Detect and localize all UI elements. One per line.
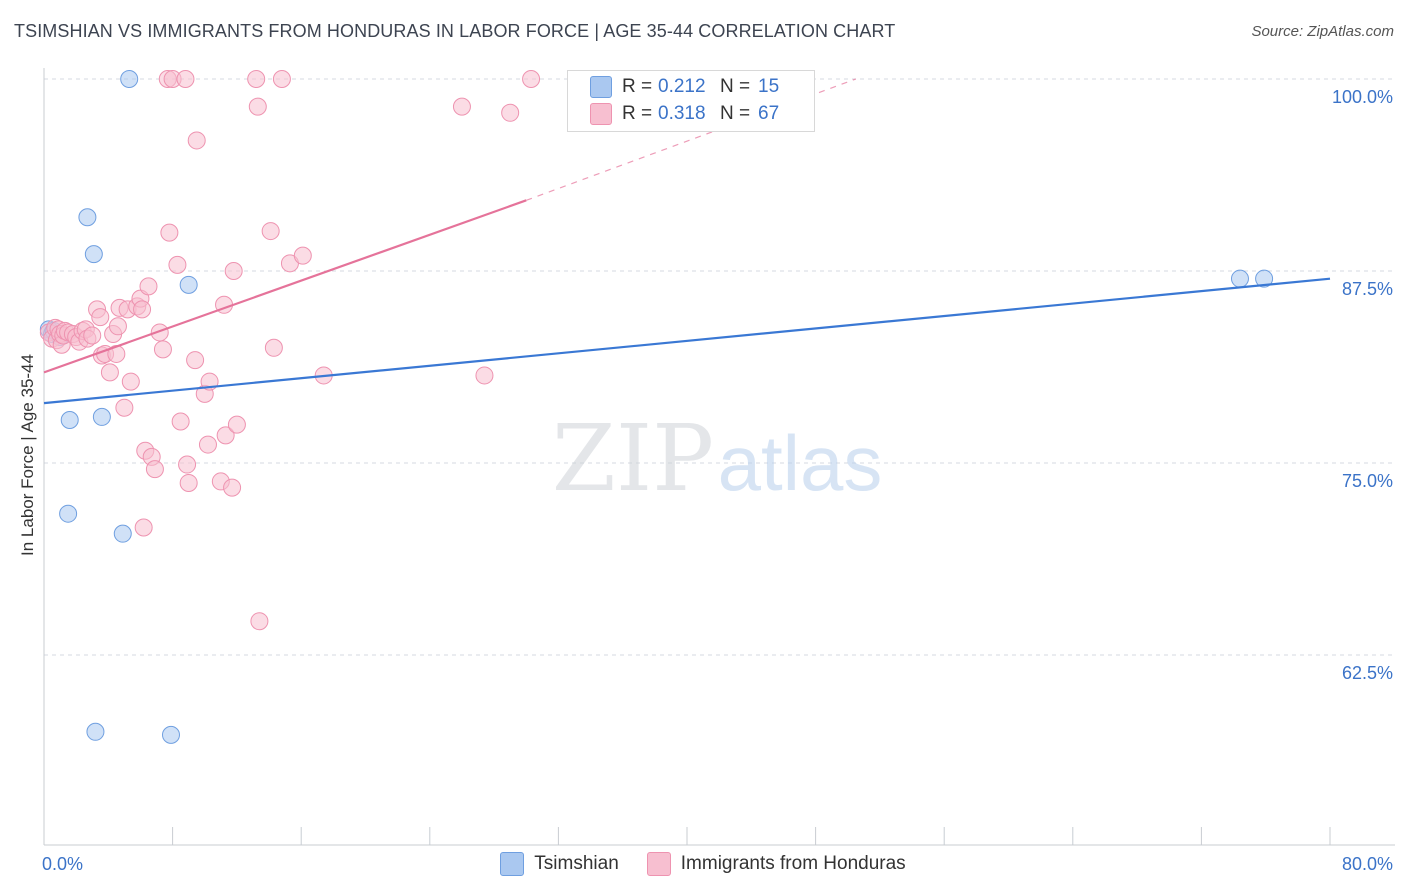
watermark: ZIP atlas (552, 405, 882, 512)
tsimshian-point (113, 524, 132, 543)
honduras-point (247, 70, 266, 88)
tick-labels: 100.0% 87.5% 75.0% 62.5% 0.0% 80.0% (42, 87, 1393, 874)
grid-lines (44, 78, 1395, 656)
x-tick-label: 80.0% (1342, 854, 1393, 874)
honduras-point (108, 317, 127, 336)
tsimshian-point (161, 725, 180, 744)
watermark-zip: ZIP (552, 405, 714, 512)
honduras-point (168, 255, 187, 274)
honduras-point (83, 326, 102, 345)
correlation-legend: R = 0.212 N = 15 R = 0.318 N = 67 (567, 70, 815, 132)
honduras-point (100, 363, 119, 382)
honduras-point (145, 460, 164, 479)
legend-swatch-blue (590, 76, 612, 98)
honduras-trend-line (43, 199, 527, 374)
honduras-point (187, 131, 206, 150)
honduras-point (178, 455, 197, 474)
legend-swatch-pink (646, 852, 671, 876)
honduras-point (179, 473, 198, 492)
honduras-point (264, 338, 283, 357)
chart-title: TSIMSHIAN VS IMMIGRANTS FROM HONDURAS IN… (14, 21, 896, 41)
y-tick-label: 75.0% (1342, 471, 1393, 491)
honduras-point (223, 478, 242, 497)
honduras-point (475, 366, 494, 385)
legend-swatch-blue (500, 852, 525, 876)
honduras-point (250, 612, 269, 631)
watermark-atlas: atlas (718, 419, 883, 507)
legend-item-honduras[interactable]: Immigrants from Honduras (646, 852, 906, 876)
honduras-point (261, 222, 280, 241)
honduras-point (171, 412, 190, 431)
tsimshian-point (86, 722, 105, 741)
honduras-point (452, 97, 471, 116)
honduras-point (272, 70, 291, 88)
tsimshian-point (1230, 269, 1249, 288)
source-credit: Source: ZipAtlas.com (1251, 23, 1394, 40)
honduras-point (522, 70, 541, 88)
honduras-point (91, 308, 110, 327)
x-tick-label: 0.0% (42, 854, 83, 874)
honduras-point (115, 398, 134, 417)
honduras-point (216, 426, 235, 445)
data-points (39, 70, 1274, 744)
y-tick-label: 62.5% (1342, 663, 1393, 683)
tsimshian-point (120, 70, 139, 88)
honduras-point (186, 351, 205, 370)
legend-row-honduras: R = 0.318 N = 67 (590, 101, 779, 127)
tsimshian-point (92, 407, 111, 426)
n-label: N = (720, 103, 751, 124)
honduras-point (134, 518, 153, 537)
r-value: 0.212 (658, 76, 706, 97)
honduras-point (248, 97, 267, 116)
legend-label: Tsimshian (534, 853, 619, 874)
n-label: N = (720, 76, 751, 97)
series-legend: Tsimshian Immigrants from Honduras (0, 850, 1406, 878)
honduras-point (293, 246, 312, 265)
n-value: 67 (758, 103, 780, 124)
tsimshian-point (59, 504, 78, 523)
honduras-point (227, 415, 246, 434)
legend-label: Immigrants from Honduras (680, 853, 906, 874)
legend-swatch-pink (590, 103, 612, 125)
r-label: R = (622, 103, 653, 124)
tsimshian-point (84, 245, 103, 264)
r-value: 0.318 (658, 103, 706, 124)
honduras-point (139, 277, 158, 296)
tsimshian-point (78, 208, 97, 227)
legend-item-tsimshian[interactable]: Tsimshian (500, 852, 619, 876)
y-tick-label: 100.0% (1332, 87, 1393, 107)
y-axis-label: In Labor Force | Age 35-44 (18, 354, 37, 556)
honduras-point (133, 300, 152, 319)
n-value: 15 (758, 76, 780, 97)
legend-row-tsimshian: R = 0.212 N = 15 (590, 74, 779, 100)
tsimshian-point (60, 410, 79, 429)
y-tick-label: 87.5% (1342, 279, 1393, 299)
honduras-point (121, 372, 140, 391)
tsimshian-point (179, 275, 198, 294)
honduras-point (224, 262, 243, 280)
r-label: R = (622, 76, 653, 97)
honduras-point (501, 103, 520, 122)
tsimshian-trend-line (43, 277, 1331, 405)
axes (43, 68, 1395, 846)
honduras-point (176, 70, 195, 88)
honduras-point (160, 223, 179, 242)
tsimshian-point (1255, 269, 1274, 288)
honduras-point (153, 340, 172, 359)
honduras-point (198, 435, 217, 454)
